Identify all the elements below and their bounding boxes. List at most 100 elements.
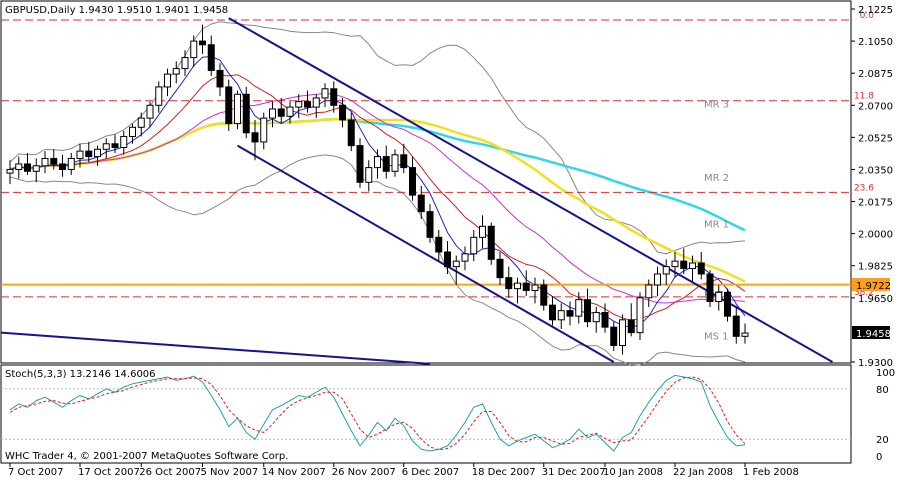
price-tick-label: 1.9825 — [858, 262, 893, 273]
candle-body — [444, 251, 451, 268]
date-tick-label: 26 Nov 2007 — [332, 467, 396, 478]
candle-body — [724, 291, 731, 317]
price-tick-label: 2.1225 — [858, 5, 893, 16]
price-tick-label: 2.1050 — [858, 37, 893, 48]
candle-body — [514, 282, 521, 290]
candle-body — [671, 260, 679, 268]
candle-body — [680, 260, 688, 269]
stoch-label: Stoch(5,3,3) 13.2146 14.6006 — [5, 369, 156, 380]
candle-body — [505, 277, 513, 290]
candle-body — [164, 73, 171, 88]
candle-body — [347, 119, 355, 147]
candle-body — [662, 266, 670, 275]
pivot-level-label: MR 1 — [704, 220, 729, 231]
candle-body — [645, 284, 653, 299]
candle-body — [426, 211, 434, 238]
stoch-tick-label: 80 — [876, 385, 889, 396]
candle-body — [479, 225, 486, 238]
candle-body — [339, 104, 346, 121]
candle-body — [304, 101, 311, 108]
candle-body — [522, 282, 530, 291]
candle-body — [32, 165, 40, 172]
candle-body — [374, 156, 381, 169]
candle-body — [286, 106, 294, 117]
date-tick-label: 22 Jan 2008 — [673, 467, 733, 478]
date-tick-label: 18 Dec 2007 — [472, 467, 536, 478]
candle-body — [470, 236, 478, 255]
price-tick-label: 2.0000 — [858, 230, 893, 241]
price-tick-label: 2.0525 — [858, 133, 893, 144]
symbol-header: GBPUSD,Daily 1.9430 1.9510 1.9401 1.9458 — [5, 5, 228, 16]
candle-body — [251, 132, 259, 143]
candle-body — [636, 297, 644, 334]
candle-body — [697, 262, 705, 275]
candle-body — [260, 117, 268, 143]
candles — [6, 24, 749, 355]
main-panel-frame — [0, 0, 852, 364]
candle-body — [312, 97, 320, 108]
axes: 2.1225 2.1050 2.0875 2.0700 2.0525 2.0350 2.01… — [8, 5, 895, 478]
candle-body — [400, 154, 408, 169]
copyright-text: WHC Trader 4, © 2001-2007 MetaQuotes Sof… — [5, 451, 288, 462]
candle-body — [575, 299, 583, 317]
candle-body — [461, 253, 469, 262]
stoch-tick-label: 20 — [876, 435, 889, 446]
pivot-level-label: MR 2 — [704, 173, 729, 184]
candle-body — [181, 57, 189, 70]
fib-level-label: 38.2 — [854, 288, 874, 298]
candle-body — [137, 117, 145, 128]
date-tick-label: 10 Jan 2008 — [603, 467, 663, 478]
candle-body — [269, 108, 276, 119]
candle-body — [741, 332, 749, 337]
date-tick-label: 17 Oct 2007 — [78, 467, 140, 478]
date-tick-label: 26 Oct 2007 — [139, 467, 201, 478]
lower-band-line — [9, 154, 746, 367]
candle-body — [242, 93, 250, 134]
stoch-tick-label: 100 — [876, 368, 895, 379]
stoch-tick-label: 0 — [876, 452, 882, 463]
candle-body — [540, 284, 548, 306]
candle-body — [50, 157, 58, 165]
trend-channel-line — [228, 17, 833, 363]
candle-body — [391, 154, 399, 172]
candle-body — [531, 284, 539, 291]
fib-level-label: 23.6 — [854, 183, 874, 193]
candle-body — [566, 310, 574, 317]
date-tick-label: 1 Feb 2008 — [743, 467, 799, 478]
date-tick-label: 5 Nov 2007 — [201, 467, 259, 478]
candle-body — [382, 156, 390, 172]
candle-body — [706, 273, 714, 302]
candle-body — [715, 291, 723, 302]
candle-body — [85, 150, 93, 158]
candle-body — [76, 150, 84, 159]
pivot-level-label: MS 1 — [704, 331, 729, 342]
candle-body — [592, 311, 600, 323]
price-tick-label: 1.9650 — [858, 294, 893, 305]
candle-body — [689, 262, 696, 269]
candle-body — [155, 86, 163, 106]
candle-body — [41, 157, 49, 167]
trend-channel-line — [0, 331, 431, 365]
candle-body — [6, 168, 14, 174]
candle-body — [549, 304, 556, 321]
last-price-badge — [852, 326, 890, 339]
candle-body — [234, 93, 241, 125]
candle-body — [496, 258, 504, 279]
candle-body — [15, 163, 23, 170]
date-tick-label: 6 Dec 2007 — [402, 467, 460, 478]
candle-body — [59, 163, 66, 170]
candle-body — [356, 145, 364, 183]
candle-body — [610, 326, 618, 346]
candle-body — [601, 311, 609, 328]
candle-body — [199, 40, 206, 46]
candle-body — [225, 86, 233, 125]
orange-price-badge — [852, 278, 890, 291]
last-price-label: 1.9458 — [856, 329, 891, 340]
candle-body — [619, 319, 626, 346]
candle-body — [321, 88, 329, 99]
candle-body — [330, 88, 338, 106]
candle-body — [627, 319, 635, 334]
price-tick-label: 2.0875 — [858, 69, 893, 80]
candle-body — [654, 273, 661, 286]
candle-body — [172, 68, 180, 75]
